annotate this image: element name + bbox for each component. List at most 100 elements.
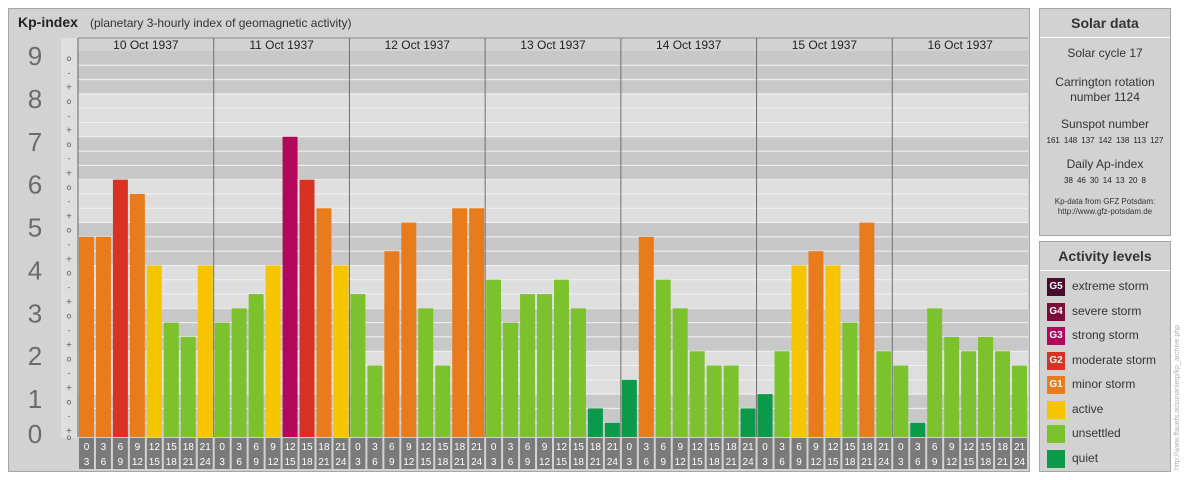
hour-top-47: 21 xyxy=(878,442,890,453)
kp-bar-31 xyxy=(604,422,620,437)
kp-band-6 xyxy=(78,136,1028,180)
hour-top-55: 21 xyxy=(1014,442,1026,453)
hour-box-44 xyxy=(825,438,841,469)
hour-box-55 xyxy=(1012,438,1027,469)
hour-bottom-52: 15 xyxy=(963,457,975,468)
hour-top-38: 18 xyxy=(726,442,738,453)
level-label-4: minor storm xyxy=(1072,377,1136,391)
ap-value-4: 13 xyxy=(1115,176,1125,185)
hour-box-14 xyxy=(316,438,332,469)
day-label-1: 11 Oct 1937 xyxy=(249,38,314,52)
hour-box-12 xyxy=(282,438,298,469)
hour-bottom-9: 6 xyxy=(236,457,242,468)
hour-bottom-47: 24 xyxy=(878,457,890,468)
hour-bottom-48: 3 xyxy=(898,457,904,468)
level-swatch-5 xyxy=(1047,400,1065,419)
hour-top-19: 9 xyxy=(406,442,412,453)
level-swatch-1: G4 xyxy=(1047,302,1065,321)
hour-bottom-28: 15 xyxy=(556,457,568,468)
hour-box-24 xyxy=(486,438,502,469)
level-swatch-3: G2 xyxy=(1047,351,1065,370)
hour-box-20 xyxy=(418,438,434,469)
hour-top-50: 6 xyxy=(932,442,938,453)
hour-bottom-42: 9 xyxy=(796,457,802,468)
hour-bottom-11: 12 xyxy=(268,457,280,468)
hour-box-31 xyxy=(604,438,620,469)
level-label-3: moderate storm xyxy=(1072,352,1157,367)
hour-bottom-32: 3 xyxy=(627,457,633,468)
hour-bottom-50: 9 xyxy=(932,457,938,468)
hour-bottom-10: 9 xyxy=(253,457,259,468)
kp-bar-40 xyxy=(757,394,773,437)
kp-bar-19 xyxy=(401,222,417,437)
hour-box-16 xyxy=(350,438,366,469)
kp-bar-14 xyxy=(316,208,332,437)
kp-bar-9 xyxy=(231,308,247,437)
kp-bar-13 xyxy=(299,179,315,437)
kp-band-7 xyxy=(78,93,1028,137)
y-tick-6: 6 xyxy=(28,170,42,200)
kp-bar-2 xyxy=(112,179,128,437)
hour-top-34: 6 xyxy=(660,442,666,453)
hour-top-21: 15 xyxy=(437,442,449,453)
hour-top-52: 12 xyxy=(963,442,975,453)
hour-box-23 xyxy=(469,438,485,469)
hour-top-45: 15 xyxy=(844,442,856,453)
hour-box-42 xyxy=(791,438,807,469)
ap-value-3: 14 xyxy=(1102,176,1112,185)
kp-band-8 xyxy=(78,51,1028,94)
kp-bar-5 xyxy=(163,322,179,437)
hour-bottom-26: 9 xyxy=(525,457,531,468)
y-minor-label-7-0: o xyxy=(67,97,72,106)
sunspot-value-6: 127 xyxy=(1150,136,1164,145)
hour-box-32 xyxy=(621,438,637,469)
hour-box-8 xyxy=(214,438,230,469)
y-tick-4: 4 xyxy=(28,255,42,285)
hour-bottom-22: 21 xyxy=(454,457,466,468)
kp-bar-45 xyxy=(842,322,858,437)
y-tick-9: 9 xyxy=(28,41,42,71)
hour-box-46 xyxy=(859,438,875,469)
sunspot-value-2: 137 xyxy=(1081,136,1095,145)
kp-bar-52 xyxy=(961,351,977,437)
y-tick-2: 2 xyxy=(28,341,42,371)
hour-top-22: 18 xyxy=(454,442,466,453)
solar-cycle: Solar cycle 17 xyxy=(1067,46,1143,60)
level-label-7: quiet xyxy=(1072,450,1099,465)
kp-bar-29 xyxy=(570,308,586,437)
hour-top-20: 12 xyxy=(420,442,432,453)
level-row-6: unsettled xyxy=(1040,422,1170,447)
hour-box-2 xyxy=(112,438,128,469)
kp-bar-50 xyxy=(927,308,943,437)
hour-box-4 xyxy=(146,438,162,469)
y-minor-label-2-1: - xyxy=(68,326,71,335)
hour-top-40: 0 xyxy=(762,442,768,453)
day-label-5: 15 Oct 1937 xyxy=(792,38,858,52)
kp-bar-26 xyxy=(520,294,536,437)
hour-box-37 xyxy=(706,438,722,469)
hour-bottom-1: 6 xyxy=(101,457,107,468)
hour-box-30 xyxy=(587,438,603,469)
hour-top-0: 0 xyxy=(84,442,90,453)
kp-bar-15 xyxy=(333,265,349,437)
hour-bottom-29: 18 xyxy=(573,457,585,468)
kp-bar-16 xyxy=(350,294,366,437)
hour-box-38 xyxy=(723,438,739,469)
level-row-0: G5 extreme storm xyxy=(1040,275,1170,300)
kp-bar-34 xyxy=(655,279,671,437)
y-minor-label-8-2: + xyxy=(66,83,73,92)
hour-bottom-34: 9 xyxy=(660,457,666,468)
hour-top-18: 6 xyxy=(389,442,395,453)
hour-box-51 xyxy=(944,438,960,469)
y-tick-3: 3 xyxy=(28,298,42,328)
credit-line2: http://www.gfz-potsdam.de xyxy=(1057,207,1153,216)
hour-bottom-7: 24 xyxy=(200,457,212,468)
hour-top-23: 21 xyxy=(471,442,483,453)
hour-top-26: 6 xyxy=(525,442,531,453)
y-minor-label-1-2: + xyxy=(66,383,73,392)
day-label-4: 14 Oct 1937 xyxy=(656,38,722,52)
kp-bar-6 xyxy=(180,336,196,437)
hour-top-11: 9 xyxy=(270,442,276,453)
y-minor-label-2-0: o xyxy=(67,311,72,320)
ap-value-5: 20 xyxy=(1128,176,1138,185)
